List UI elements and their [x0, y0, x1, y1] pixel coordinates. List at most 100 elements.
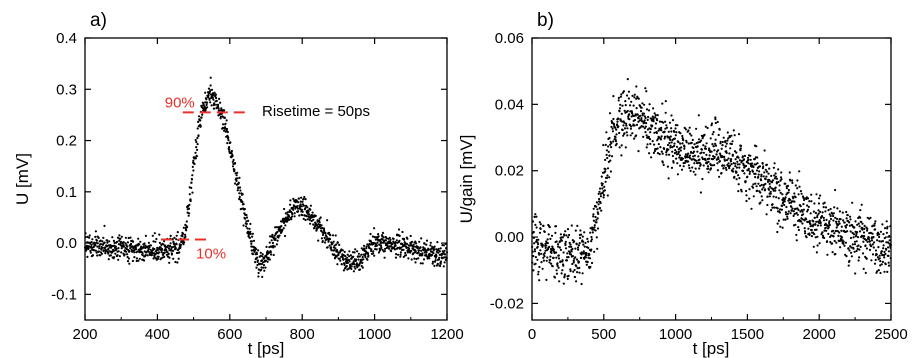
panel-b-data-point [632, 104, 635, 107]
panel-b-data-point [732, 170, 735, 173]
panel-b-data-point [571, 247, 574, 251]
panel-b-data-point [667, 130, 670, 133]
panel-a-data-point [374, 238, 377, 241]
panel-b-data-point [718, 152, 722, 155]
panel-b-data-point [570, 224, 573, 227]
panel-b-data-point [600, 209, 603, 212]
panel-b-data-point [654, 114, 657, 117]
panel-b-data-point [645, 122, 648, 125]
panel-b-data-point [806, 204, 809, 207]
panel-b-data-point [692, 170, 695, 173]
panel-b-data-point [573, 275, 577, 279]
panel-b-data-point [677, 141, 680, 144]
panel-a-data-point [256, 263, 259, 267]
panel-a-data-point [434, 256, 437, 259]
panel-b-data-point [797, 226, 800, 229]
panel-a-data-point [209, 101, 212, 104]
panel-a-data-point [406, 251, 409, 254]
panel-a-data-point [277, 236, 280, 239]
panel-b-data-point [626, 134, 629, 137]
panel-a-data-point [395, 239, 398, 242]
panel-a-data-point [261, 255, 264, 258]
panel-a-data-point [274, 226, 277, 229]
panel-a-data-point [420, 249, 423, 252]
panel-a-data-point [184, 233, 187, 236]
panel-b-data-point [725, 151, 728, 154]
panel-b-data-point [752, 195, 755, 198]
panel-a-data-point [323, 229, 326, 233]
panel-b-data-point [864, 244, 867, 247]
panel-a-data-point [135, 259, 138, 263]
panel-a-data-point [126, 253, 129, 256]
panel-b-data-point [747, 158, 750, 161]
panel-a-data-point [415, 242, 418, 245]
panel-b-data-point [578, 266, 581, 269]
panel-a-data-point [238, 176, 241, 179]
panel-b-data-point [792, 210, 795, 213]
panel-a-data-point [257, 249, 260, 252]
panel-b-data-point [624, 100, 627, 103]
panel-a-data-point [304, 218, 307, 222]
panel-b-data-point [887, 264, 891, 267]
panel-b-data-point [695, 127, 698, 130]
panel-b-data-point [732, 129, 735, 132]
panel-a-data-point [352, 270, 355, 273]
panel-b-x-tick-label: 0 [528, 326, 536, 343]
panel-a-data-point [256, 256, 259, 259]
panel-b-data-point [568, 233, 571, 237]
panel-b-data-point [834, 188, 837, 192]
panel-b-data-point [737, 133, 741, 136]
panel-b-data-point [775, 196, 778, 199]
panel-a-data-point [262, 264, 266, 267]
panel-a-data-point [261, 275, 264, 278]
panel-a-data-point [140, 248, 143, 251]
panel-a-data-point [290, 218, 293, 221]
panel-b-data-point [541, 267, 544, 270]
panel-b-data-point [562, 264, 565, 267]
panel-b-data-point [796, 187, 799, 190]
panel-b-data-point [832, 219, 835, 222]
panel-a-data-point [226, 130, 229, 134]
panel-a-data-point [211, 96, 214, 99]
panel-a-data-point [439, 262, 442, 265]
panel-b-data-point [828, 220, 831, 223]
panel-b-data-point [656, 119, 659, 122]
panel-b-data-point [828, 221, 831, 225]
panel-b-data-point [857, 222, 860, 225]
panel-a-data-point [168, 244, 172, 247]
panel-b-data-point [796, 179, 799, 182]
panel-a-data-point [345, 256, 349, 259]
panel-b-data-point [672, 161, 675, 164]
panel-b-data-point [816, 224, 820, 227]
panel-b-data-point [739, 149, 742, 152]
panel-a-data-point [336, 241, 339, 244]
panel-a-data-point [154, 253, 157, 256]
panel-b-data-point [642, 125, 645, 128]
panel-b-data-point [795, 239, 798, 242]
panel-b-data-point [817, 202, 821, 205]
panel-b-data-point [859, 209, 862, 212]
panel-a-data-point [364, 255, 367, 258]
panel-a-data-point [391, 242, 394, 245]
panel-a-data-point [244, 217, 247, 220]
panel-b-data-point [850, 255, 854, 258]
panel-b-data-point [628, 113, 631, 116]
panel-a-data-point [111, 236, 114, 239]
panel-b-data-point [778, 211, 782, 214]
panel-a-data-point [304, 198, 307, 201]
panel-a-data-point [366, 243, 369, 246]
panel-b-data-point [786, 215, 789, 218]
panel-a-data-point [435, 264, 438, 267]
panel-a-data-point [323, 236, 326, 239]
panel-b-data-point [581, 272, 584, 275]
panel-b-data-point [698, 158, 701, 161]
panel-a-data-point [101, 246, 104, 249]
panel-a-data-point [357, 255, 360, 258]
panel-a-data-point [232, 158, 235, 162]
panel-b-data-point [540, 252, 543, 255]
panel-b-data-point [774, 175, 778, 178]
panel-a-data-point [427, 247, 430, 250]
panel-a-data-point [117, 250, 120, 253]
panel-b-data-point [759, 201, 762, 204]
panel-b-data-point [601, 187, 604, 190]
